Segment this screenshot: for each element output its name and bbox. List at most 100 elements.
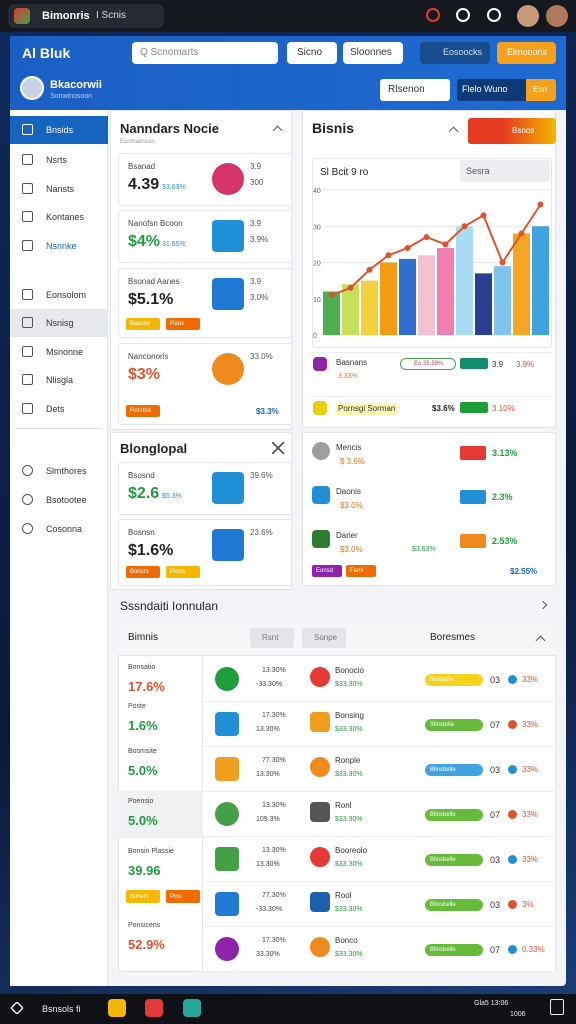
row-name: Bonco xyxy=(335,936,358,945)
action-badge[interactable] xyxy=(526,79,556,101)
search-input[interactable] xyxy=(132,42,278,64)
kpi-side: 300 xyxy=(250,178,264,187)
sidebar-label[interactable]: Eonsolom xyxy=(46,290,87,300)
top-icon[interactable] xyxy=(487,8,501,22)
row-pct: 3% xyxy=(522,900,534,909)
search-button[interactable] xyxy=(287,42,337,64)
user-sub: Sonwinosoon xyxy=(50,93,93,100)
row-dot xyxy=(508,945,517,954)
taskbar-icon[interactable] xyxy=(183,999,201,1017)
row-divider xyxy=(203,701,556,702)
sidebar-label[interactable]: Dets xyxy=(46,404,65,414)
row-value: 3.9 xyxy=(492,360,504,369)
kpi-value: $4% xyxy=(128,233,161,250)
icon xyxy=(212,353,244,385)
row-name: Daonis xyxy=(336,487,361,496)
sidebar-item[interactable] xyxy=(10,309,108,337)
top-icon[interactable] xyxy=(426,8,440,22)
row-pill-label: Eo 35.59% xyxy=(414,361,444,367)
trend-point xyxy=(347,284,354,291)
kpi-label: Bsanad xyxy=(128,162,156,171)
taskbar-icon[interactable] xyxy=(108,999,126,1017)
chart-button[interactable] xyxy=(468,118,556,144)
kpi-value: $3% xyxy=(128,366,161,383)
sidebar-item[interactable] xyxy=(10,116,108,144)
kpi-chip-label: Rans xyxy=(170,321,185,327)
kpi-label: Bsosnd xyxy=(128,471,155,480)
sidebar-label[interactable]: Bnsids xyxy=(46,125,74,135)
bar xyxy=(494,266,511,335)
taskbar-icon[interactable] xyxy=(145,999,163,1017)
action-label: Flelo Wuno xyxy=(462,84,508,94)
kpi-chip[interactable] xyxy=(126,566,160,578)
filter-chip[interactable] xyxy=(302,628,346,648)
y-tick-label: 0 xyxy=(313,333,317,340)
kpi-chip[interactable] xyxy=(126,405,160,417)
row-extra: $3.63% xyxy=(412,546,436,553)
close-icon[interactable] xyxy=(272,442,284,454)
kpi-chip[interactable] xyxy=(166,566,200,578)
sidebar xyxy=(10,110,108,986)
notification-icon[interactable] xyxy=(550,999,564,1015)
row-n: 07 xyxy=(490,720,501,730)
icon xyxy=(215,847,239,871)
y-tick-label: 10 xyxy=(313,297,321,304)
icon xyxy=(312,530,330,548)
row-n: 03 xyxy=(490,765,501,775)
side-chip[interactable] xyxy=(346,565,376,577)
icon xyxy=(14,8,30,24)
bar xyxy=(361,280,378,335)
row-name: Mencis xyxy=(336,443,362,452)
filter-chip[interactable] xyxy=(250,628,294,648)
stat-chip-label: Bonsrs xyxy=(130,894,149,900)
kpi-chip[interactable] xyxy=(126,318,160,330)
row-pill xyxy=(425,674,483,686)
row-sub: $33.30% xyxy=(335,951,363,958)
select[interactable] xyxy=(380,79,450,101)
stat-label: Bosmsite xyxy=(128,748,157,755)
stat-chip[interactable] xyxy=(126,890,160,903)
action-button[interactable] xyxy=(457,79,526,101)
button-a[interactable] xyxy=(420,42,490,64)
sidebar-label[interactable]: Nsnisg xyxy=(46,318,74,328)
row-pct: 33% xyxy=(522,675,539,684)
side-chip[interactable] xyxy=(312,565,342,577)
sidebar-group[interactable]: Bsotootee xyxy=(46,495,87,505)
sidebar-label[interactable]: Nansts xyxy=(46,184,75,194)
icon xyxy=(215,802,239,826)
sidebar-label[interactable]: Nsrts xyxy=(46,155,67,165)
avatar[interactable] xyxy=(517,5,539,27)
icon xyxy=(212,472,244,504)
kpi-chip[interactable] xyxy=(166,318,200,330)
row-pill xyxy=(425,944,483,956)
y-tick-label: 30 xyxy=(313,224,321,231)
row-badge xyxy=(460,490,486,504)
icon xyxy=(215,892,239,916)
sidebar-group[interactable]: Cosonna xyxy=(46,524,83,534)
sidebar-label[interactable]: Msnonne xyxy=(46,347,84,357)
row-pill xyxy=(425,809,483,821)
stat-chip[interactable] xyxy=(166,890,200,903)
kpi-chip-label: Bonsrs xyxy=(130,569,149,575)
sidebar-label[interactable]: Kontanes xyxy=(46,212,85,222)
row-a: 13.30% xyxy=(262,802,286,809)
sidebar-group-icon xyxy=(22,523,33,534)
chart-select[interactable] xyxy=(460,160,550,182)
row-pill xyxy=(425,854,483,866)
row-a: 17.30% xyxy=(262,712,286,719)
row-b: 13.30% xyxy=(256,726,280,733)
trend-point xyxy=(518,230,525,237)
sidebar-label[interactable]: Nsnnke xyxy=(46,241,77,251)
trend-point xyxy=(480,212,487,219)
button-b[interactable] xyxy=(497,42,556,64)
sidebar-group[interactable]: Slmthores xyxy=(46,466,87,476)
sidebar-icon xyxy=(22,211,33,222)
icon xyxy=(310,757,330,777)
filter-label: Rsnt xyxy=(262,633,279,642)
top-icon[interactable] xyxy=(456,8,470,22)
icon xyxy=(215,937,239,961)
sidebar-label[interactable]: Nlisgla xyxy=(46,375,74,385)
row-b: 13.30% xyxy=(256,771,280,778)
avatar[interactable] xyxy=(546,5,568,27)
dropdown[interactable] xyxy=(343,42,403,64)
